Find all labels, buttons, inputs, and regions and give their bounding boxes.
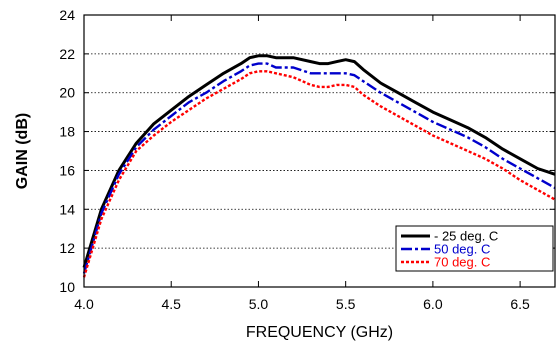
axis-ticks [83,14,555,288]
y-tick-label: 22 [59,46,75,62]
series-line-2 [82,70,556,278]
legend-label-0: - 25 deg. C [434,229,498,244]
x-tick-label: 5.0 [249,296,269,312]
legend: - 25 deg. C50 deg. C70 deg. C [395,225,554,272]
legend-label-1: 50 deg. C [434,242,490,257]
x-tick-label: 5.5 [336,296,356,312]
plot-frame [83,14,556,288]
y-tick-label: 20 [59,85,75,101]
x-axis-label: FREQUENCY (GHz) [246,324,393,341]
y-tick-label: 18 [59,124,75,140]
y-tick-label: 12 [59,240,75,256]
x-tick-label: 4.5 [161,296,181,312]
tick-labels: 10 12 14 16 18 20 22 24 4.0 4.5 5.0 5.5 6.0 6.5 [59,7,530,312]
series-line-0 [82,54,556,269]
x-tick-label: 4.0 [74,296,94,312]
x-tick-label: 6.0 [423,296,443,312]
y-tick-label: 10 [59,279,75,295]
legend-label-2: 70 deg. C [434,255,490,270]
y-tick-label: 14 [59,201,75,217]
y-axis-label: GAIN (dB) [14,113,31,189]
series-layer [82,54,556,278]
y-tick-label: 24 [59,7,75,23]
x-tick-label: 6.5 [510,296,530,312]
y-tick-label: 16 [59,162,75,178]
gridlines [84,53,555,249]
series-line-1 [82,62,556,274]
